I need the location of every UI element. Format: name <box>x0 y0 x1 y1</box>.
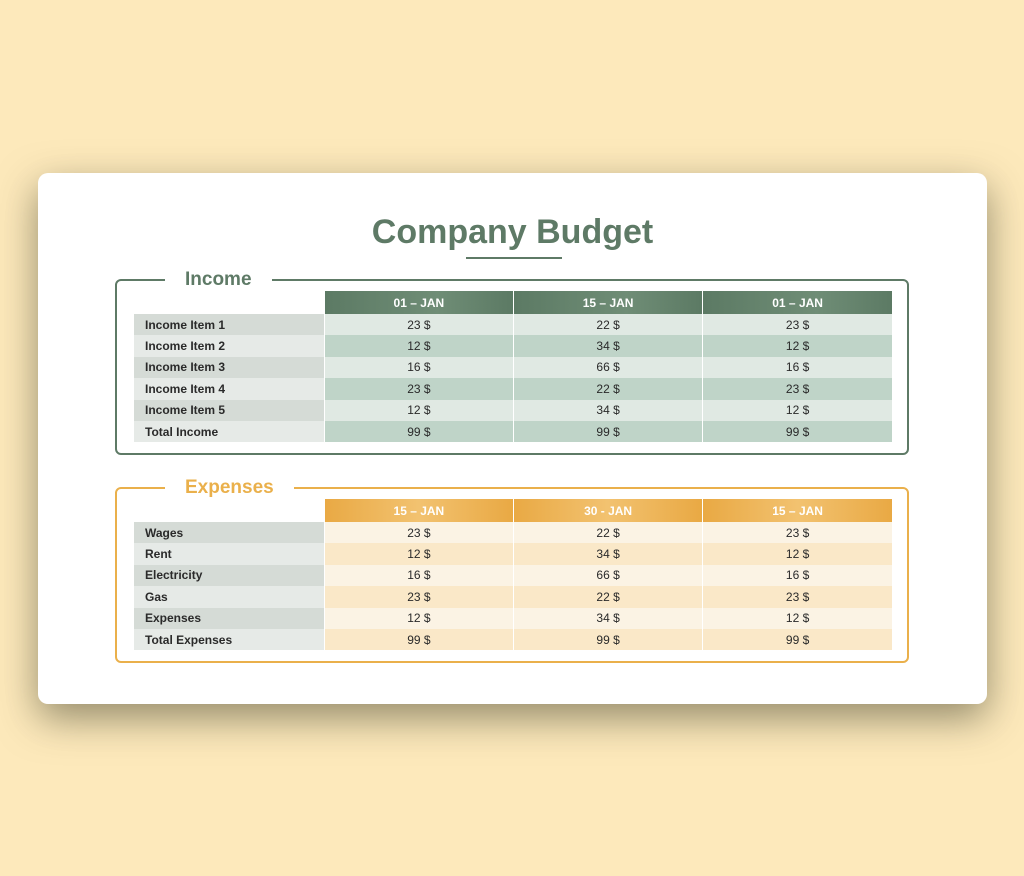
total-row: Total Expenses 99 $ 99 $ 99 $ <box>134 628 892 651</box>
income-table: 01 – JAN 15 – JAN 01 – JAN Income Item 1… <box>134 291 892 443</box>
table-cell: 23 $ <box>323 522 514 544</box>
income-header-row: 01 – JAN 15 – JAN 01 – JAN <box>134 291 892 314</box>
title-underline <box>466 257 562 259</box>
row-label: Expenses <box>134 607 325 629</box>
table-cell: 12 $ <box>323 607 514 629</box>
table-cell: 66 $ <box>512 356 703 379</box>
row-label: Income Item 5 <box>134 399 325 421</box>
expenses-section: Expenses 15 – JAN 30 - JAN 15 – JAN Wage… <box>115 476 909 663</box>
page-title: Company Budget <box>371 213 654 251</box>
table-row: Income Item 1 23 $ 22 $ 23 $ <box>134 314 892 336</box>
expenses-table: 15 – JAN 30 - JAN 15 – JAN Wages 23 $ 22… <box>134 499 892 651</box>
table-cell: 34 $ <box>512 607 703 629</box>
table-cell: 12 $ <box>323 335 514 357</box>
table-cell: 34 $ <box>512 543 703 565</box>
budget-card: Company Budget Income 01 – JAN 15 – JAN … <box>38 173 987 704</box>
table-cell: 12 $ <box>323 543 514 565</box>
table-cell: 23 $ <box>702 522 892 544</box>
table-cell: 12 $ <box>702 335 892 357</box>
table-cell: 34 $ <box>512 335 703 357</box>
table-cell: 22 $ <box>512 314 703 336</box>
table-cell: 23 $ <box>323 586 514 608</box>
income-heading: Income <box>165 268 272 292</box>
table-cell: 16 $ <box>323 356 514 379</box>
table-cell: 16 $ <box>702 564 892 587</box>
table-cell: 99 $ <box>512 628 703 651</box>
expenses-header-blank <box>134 499 324 522</box>
table-cell: 34 $ <box>512 399 703 421</box>
expenses-column-header: 15 – JAN <box>323 499 514 522</box>
table-cell: 22 $ <box>512 586 703 608</box>
table-row: Expenses 12 $ 34 $ 12 $ <box>134 607 892 629</box>
table-row: Income Item 3 16 $ 66 $ 16 $ <box>134 356 892 379</box>
expenses-column-header: 15 – JAN <box>702 499 892 522</box>
table-cell: 23 $ <box>323 314 514 336</box>
row-label: Rent <box>134 543 325 565</box>
table-cell: 23 $ <box>323 378 514 400</box>
table-cell: 12 $ <box>702 543 892 565</box>
expenses-column-header: 30 - JAN <box>512 499 703 522</box>
table-cell: 99 $ <box>512 420 703 443</box>
table-cell: 12 $ <box>323 399 514 421</box>
row-label: Electricity <box>134 564 325 587</box>
table-cell: 22 $ <box>512 378 703 400</box>
table-row: Income Item 4 23 $ 22 $ 23 $ <box>134 378 892 400</box>
table-cell: 12 $ <box>702 399 892 421</box>
income-section: Income 01 – JAN 15 – JAN 01 – JAN Income… <box>115 268 909 455</box>
expenses-heading: Expenses <box>165 476 294 500</box>
table-row: Gas 23 $ 22 $ 23 $ <box>134 586 892 608</box>
table-cell: 99 $ <box>323 420 514 443</box>
table-cell: 99 $ <box>323 628 514 651</box>
row-label: Total Expenses <box>134 628 325 651</box>
table-row: Income Item 2 12 $ 34 $ 12 $ <box>134 335 892 357</box>
income-column-header: 01 – JAN <box>323 291 514 314</box>
expenses-header-row: 15 – JAN 30 - JAN 15 – JAN <box>134 499 892 522</box>
row-label: Gas <box>134 586 325 608</box>
table-row: Electricity 16 $ 66 $ 16 $ <box>134 564 892 587</box>
row-label: Wages <box>134 522 325 544</box>
table-cell: 99 $ <box>702 628 892 651</box>
row-label: Income Item 3 <box>134 356 325 379</box>
table-cell: 16 $ <box>323 564 514 587</box>
income-column-header: 15 – JAN <box>512 291 703 314</box>
table-cell: 12 $ <box>702 607 892 629</box>
income-column-header: 01 – JAN <box>702 291 892 314</box>
table-row: Income Item 5 12 $ 34 $ 12 $ <box>134 399 892 421</box>
table-cell: 16 $ <box>702 356 892 379</box>
table-cell: 66 $ <box>512 564 703 587</box>
row-label: Income Item 1 <box>134 314 325 336</box>
income-header-blank <box>134 291 324 314</box>
row-label: Total Income <box>134 420 325 443</box>
table-cell: 23 $ <box>702 378 892 400</box>
table-row: Wages 23 $ 22 $ 23 $ <box>134 522 892 544</box>
row-label: Income Item 4 <box>134 378 325 400</box>
table-cell: 23 $ <box>702 586 892 608</box>
total-row: Total Income 99 $ 99 $ 99 $ <box>134 420 892 443</box>
row-label: Income Item 2 <box>134 335 325 357</box>
table-row: Rent 12 $ 34 $ 12 $ <box>134 543 892 565</box>
table-cell: 99 $ <box>702 420 892 443</box>
table-cell: 23 $ <box>702 314 892 336</box>
table-cell: 22 $ <box>512 522 703 544</box>
